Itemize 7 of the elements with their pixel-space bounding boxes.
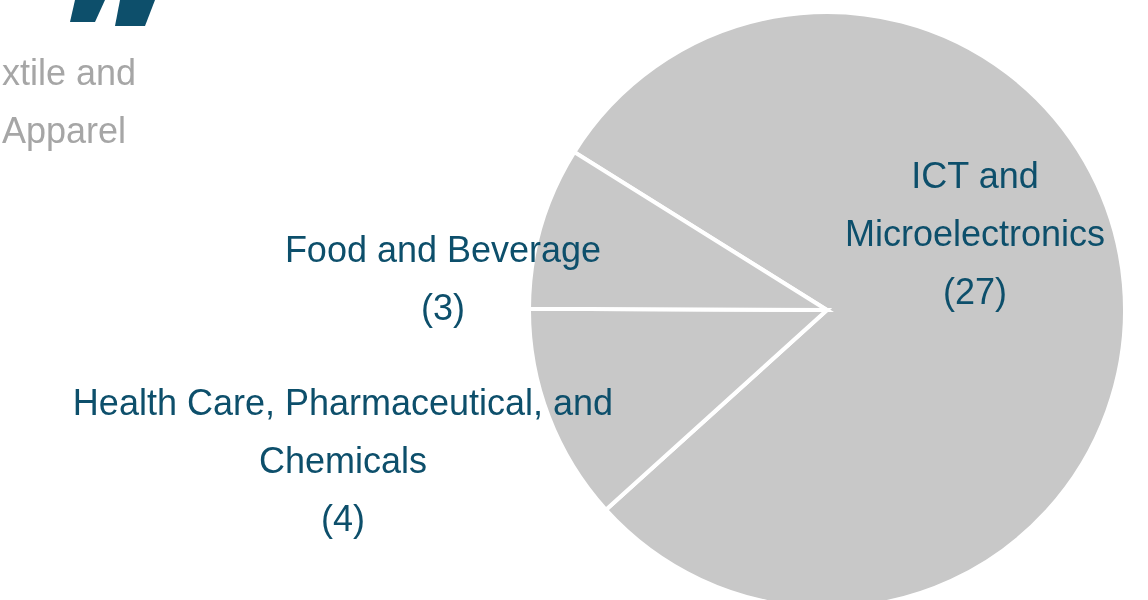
data-label: (4) <box>321 497 365 539</box>
slice-label: Health Care, Pharmaceutical, and Chemicals <box>72 381 614 481</box>
slice-label: Food and Beverage <box>284 228 602 270</box>
slice-label: ICT and Microelectronics <box>844 154 1106 254</box>
text: xtile and Apparel <box>2 51 137 151</box>
data-label: (3) <box>421 286 465 328</box>
data-label: (27) <box>942 270 1008 312</box>
